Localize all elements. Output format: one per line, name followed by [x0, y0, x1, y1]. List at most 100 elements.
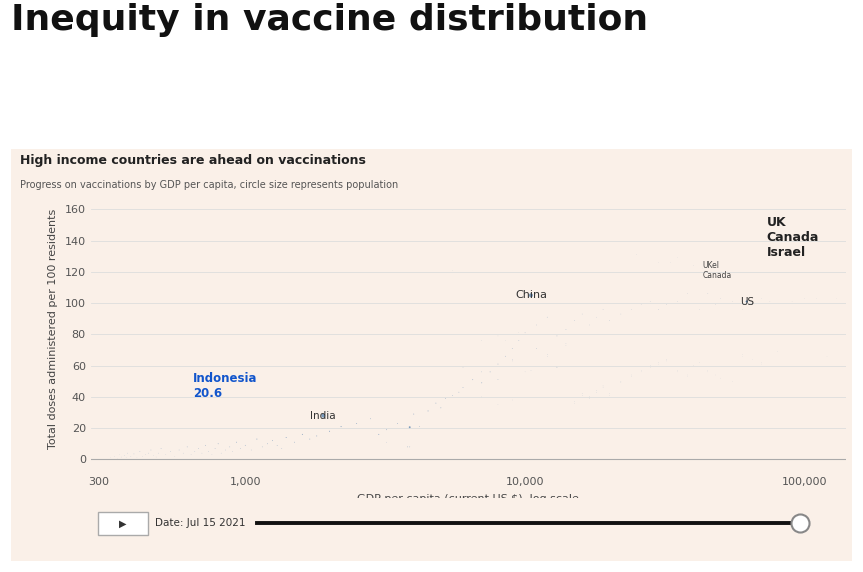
- Point: [372, 430, 386, 439]
- Point: [550, 331, 564, 340]
- Point: [576, 391, 589, 400]
- Point: [491, 375, 505, 384]
- Point: [211, 439, 225, 448]
- Point: [218, 446, 232, 455]
- Point: [659, 300, 673, 309]
- Point: [740, 297, 753, 306]
- Point: [230, 438, 243, 447]
- Point: [334, 422, 348, 431]
- Point: [403, 442, 417, 451]
- Point: [736, 350, 750, 359]
- Point: [198, 441, 212, 450]
- Point: [754, 358, 768, 367]
- Text: UKel
Canada: UKel Canada: [702, 261, 732, 280]
- Point: [701, 366, 715, 375]
- Point: [159, 450, 173, 459]
- Point: [466, 375, 480, 384]
- Point: [550, 363, 564, 372]
- Point: [809, 294, 823, 303]
- Point: [589, 388, 603, 397]
- Point: [634, 300, 648, 309]
- Point: [250, 435, 264, 444]
- Point: [687, 361, 701, 370]
- Text: China: China: [515, 291, 547, 300]
- Point: [583, 392, 596, 402]
- Point: [202, 447, 216, 456]
- Point: [114, 452, 128, 462]
- Point: [530, 344, 544, 353]
- X-axis label: GDP per capita (current US $), log scale: GDP per capita (current US $), log scale: [357, 494, 579, 504]
- Point: [671, 297, 684, 306]
- Point: [830, 294, 844, 303]
- Point: [152, 448, 166, 458]
- Point: [110, 454, 124, 463]
- Point: [188, 447, 202, 456]
- Point: [421, 406, 435, 415]
- Point: [634, 366, 648, 375]
- Point: [144, 446, 158, 455]
- Point: [680, 372, 694, 381]
- Point: [380, 438, 394, 447]
- Point: [147, 451, 161, 460]
- Point: [659, 355, 673, 364]
- Point: [771, 347, 784, 356]
- Point: [380, 425, 394, 434]
- Point: [403, 423, 417, 432]
- Point: [652, 358, 665, 367]
- Text: Progress on vaccinations by GDP per capita, circle size represents population: Progress on vaccinations by GDP per capi…: [20, 180, 398, 190]
- Point: [524, 291, 538, 300]
- Point: [692, 305, 706, 314]
- Point: [589, 386, 603, 395]
- Point: [602, 389, 616, 398]
- Point: [176, 448, 190, 458]
- Point: [596, 383, 610, 392]
- Point: [820, 352, 834, 361]
- Point: [233, 444, 247, 453]
- Point: [135, 452, 149, 461]
- Point: [659, 356, 673, 366]
- Point: [112, 450, 126, 459]
- Point: [725, 297, 739, 306]
- Point: [692, 358, 706, 367]
- Point: [255, 442, 269, 451]
- Point: [445, 391, 459, 400]
- Point: [506, 355, 520, 364]
- Point: [696, 264, 709, 273]
- Point: [583, 320, 596, 329]
- Point: [634, 367, 648, 376]
- Point: [192, 444, 205, 453]
- Point: [400, 442, 414, 451]
- Point: [540, 352, 554, 361]
- Point: [104, 453, 117, 462]
- Point: [457, 383, 470, 392]
- Point: [643, 297, 657, 306]
- Point: [530, 344, 544, 353]
- Point: [499, 336, 513, 345]
- Point: [117, 451, 131, 460]
- Point: [518, 328, 532, 337]
- Point: [434, 403, 448, 412]
- Point: [475, 336, 488, 345]
- Point: [491, 400, 505, 410]
- Point: [652, 359, 665, 368]
- Point: [512, 328, 526, 337]
- Point: [184, 450, 198, 459]
- Point: [214, 448, 228, 458]
- Point: [625, 371, 639, 380]
- Point: [491, 359, 505, 368]
- Point: [303, 435, 317, 444]
- Point: [391, 419, 405, 428]
- Point: [445, 266, 459, 275]
- Point: [121, 448, 135, 458]
- Point: [664, 258, 677, 267]
- Point: [244, 446, 258, 455]
- Point: [124, 452, 138, 461]
- Point: [406, 410, 420, 419]
- Point: [746, 355, 759, 364]
- Point: [671, 253, 684, 263]
- Point: [576, 309, 589, 319]
- Point: [413, 422, 426, 431]
- Text: ▶: ▶: [119, 518, 127, 529]
- Text: US: US: [740, 296, 754, 307]
- Point: [208, 444, 222, 453]
